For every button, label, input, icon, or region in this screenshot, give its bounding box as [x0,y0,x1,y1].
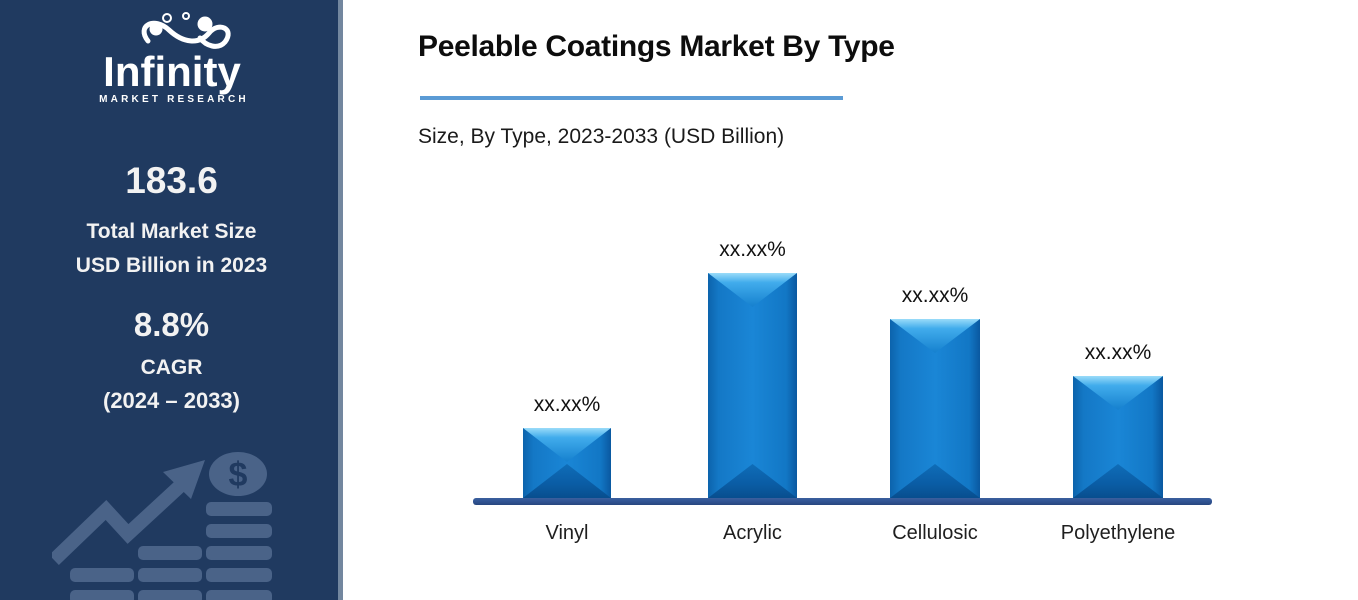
category-label-vinyl: Vinyl [545,522,589,544]
infinity-logo-icon: Infinity MARKET RESEARCH [99,12,249,105]
growth-chart-illustration: $ [49,428,338,600]
x-axis-line [473,498,1212,505]
category-label-cellulosic: Cellulosic [892,522,978,544]
growth-arrow-icon [49,460,205,566]
svg-text:$: $ [229,456,248,494]
total-market-size-label-1: Total Market Size [86,220,257,243]
cagr-value: 8.8% [133,306,210,343]
bar-value-label: xx.xx% [533,393,601,416]
cagr-period: (2024 – 2033) [103,388,240,413]
bar-value-label: xx.xx% [1084,341,1152,364]
brand-name: Infinity [103,48,241,95]
bar-group-polyethylene: xx.xx% Polyethylene [1061,341,1176,544]
cagr-label: CAGR [140,356,203,379]
bar-polyethylene [1073,376,1163,498]
total-market-size-value: 183.6 [125,160,218,201]
bar-value-label: xx.xx% [719,238,786,261]
page-title: Peelable Coatings Market By Type [418,30,895,63]
bar-value-label: xx.xx% [901,284,969,307]
dollar-coin-icon: $ [209,452,267,496]
bar-cellulosic [890,319,980,498]
brand-logo: Infinity MARKET RESEARCH [0,12,338,113]
coin-stacks-icon [70,502,272,600]
bar-group-acrylic: xx.xx% Acrylic [708,238,797,544]
chart-subtitle: Size, By Type, 2023-2033 (USD Billion) [418,125,785,148]
title-divider [420,96,843,100]
bar-group-cellulosic: xx.xx% Cellulosic [890,284,980,544]
category-label-polyethylene: Polyethylene [1060,522,1176,544]
bar-vinyl [523,428,611,498]
brand-tagline: MARKET RESEARCH [99,94,249,105]
sidebar: Infinity MARKET RESEARCH 183.6 Total Mar… [0,0,343,600]
bar-acrylic [708,273,797,498]
bar-group-vinyl: xx.xx% Vinyl [523,393,611,544]
category-label-acrylic: Acrylic [723,522,782,544]
total-market-size-label-2: USD Billion in 2023 [75,254,268,277]
